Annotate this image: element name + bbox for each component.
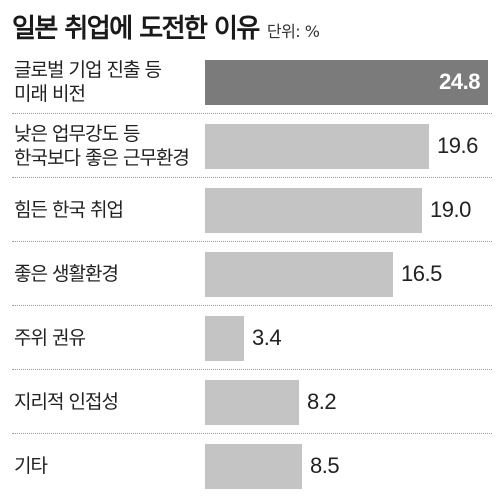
bar-chart: 글로벌 기업 진출 등 미래 비전 24.8 낮은 업무강도 등 한국보다 좋은 근… [0, 50, 500, 501]
bar-row: 기타 8.5 [0, 434, 500, 498]
value-label: 19.6 [437, 133, 478, 158]
bar-row: 좋은 생활환경 16.5 [0, 242, 500, 306]
row-divider [12, 305, 492, 306]
bar [205, 316, 244, 361]
value-label: 8.2 [307, 389, 337, 414]
row-divider [12, 113, 492, 114]
bar [205, 444, 302, 489]
category-label: 지리적 인접성 [14, 391, 119, 413]
value-label: 24.8 [439, 69, 480, 94]
bar [205, 252, 393, 297]
bar-row: 낮은 업무강도 등 한국보다 좋은 근무환경 19.6 [0, 114, 500, 178]
bar [205, 60, 488, 105]
row-divider [12, 241, 492, 242]
bar [205, 380, 299, 425]
value-label: 16.5 [401, 261, 442, 286]
chart-title: 일본 취업에 도전한 이유 [12, 14, 260, 44]
bar-row: 지리적 인접성 8.2 [0, 370, 500, 434]
chart-header: 일본 취업에 도전한 이유 단위: % [12, 8, 490, 48]
value-label: 19.0 [430, 197, 471, 222]
bar-row: 힘든 한국 취업 19.0 [0, 178, 500, 242]
category-label: 기타 [14, 455, 48, 477]
value-label: 8.5 [310, 453, 340, 478]
category-label: 좋은 생활환경 [14, 263, 119, 285]
row-divider [12, 433, 492, 434]
value-label: 3.4 [252, 325, 282, 350]
bar [205, 124, 429, 169]
category-label: 낮은 업무강도 등 한국보다 좋은 근무환경 [14, 123, 190, 169]
row-divider [12, 177, 492, 178]
bar [205, 188, 422, 233]
row-divider [12, 369, 492, 370]
category-label: 글로벌 기업 진출 등 미래 비전 [14, 59, 162, 105]
category-label: 힘든 한국 취업 [14, 199, 124, 221]
bar-row: 글로벌 기업 진출 등 미래 비전 24.8 [0, 50, 500, 114]
chart-unit-label: 단위: % [266, 22, 320, 41]
category-label: 주위 권유 [14, 327, 86, 349]
bar-row: 주위 권유 3.4 [0, 306, 500, 370]
